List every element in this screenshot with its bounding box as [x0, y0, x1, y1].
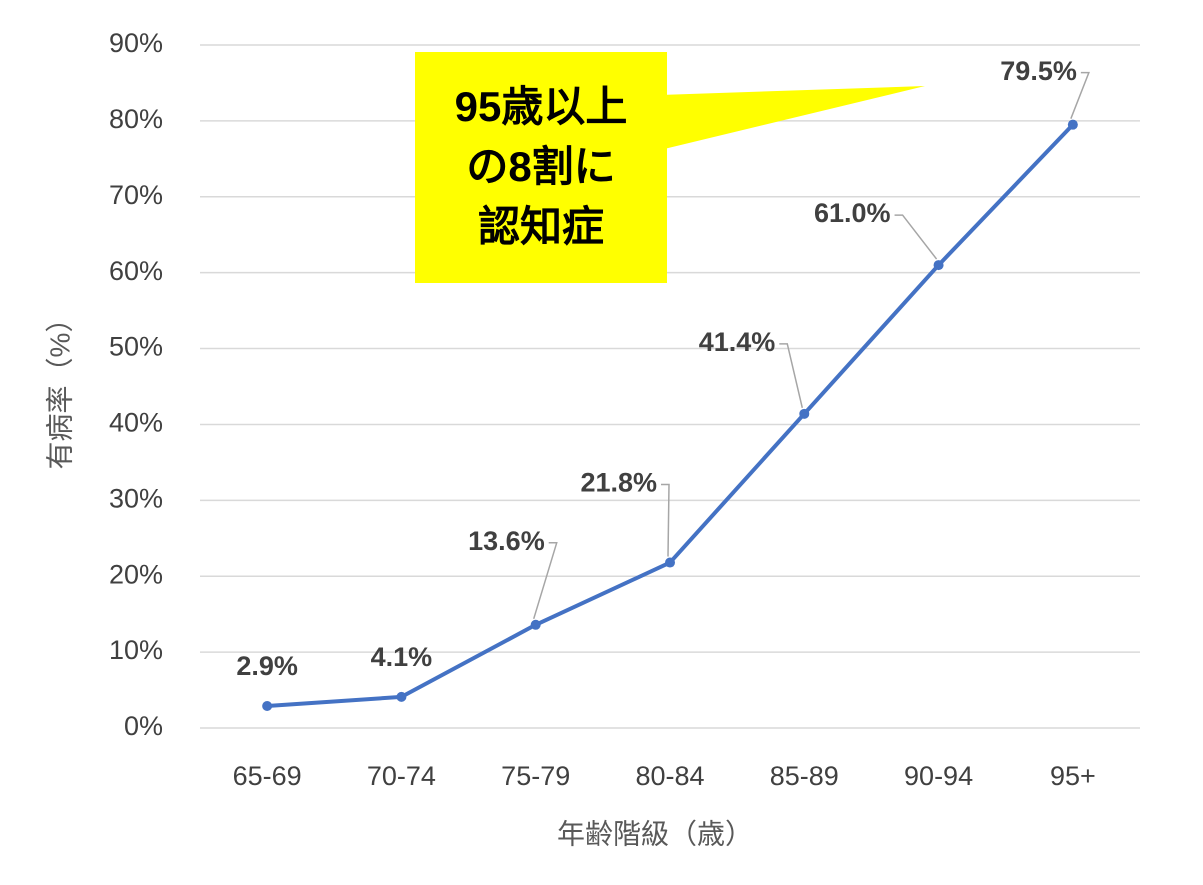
- leader-line: [894, 214, 938, 260]
- callout-line: の8割に: [466, 143, 615, 190]
- callout-box: [415, 52, 667, 283]
- point: [933, 260, 944, 271]
- data-label: 79.5%: [1000, 56, 1077, 86]
- data-label: 4.1%: [371, 642, 433, 672]
- data-label: 13.6%: [468, 526, 545, 556]
- leader-line: [661, 483, 670, 557]
- y-tick-label: 30%: [109, 483, 163, 513]
- data-label: 2.9%: [236, 651, 298, 681]
- callout-pointer: [660, 86, 925, 150]
- y-tick-label: 10%: [109, 635, 163, 665]
- y-axis-title: 有病率（%）: [44, 305, 75, 470]
- point: [262, 700, 273, 711]
- x-axis-title: 年齢階級（歳）: [557, 818, 753, 849]
- x-tick-label: 80-84: [635, 761, 704, 791]
- leader-line: [779, 343, 804, 408]
- y-tick-label: 0%: [124, 711, 163, 741]
- point: [799, 408, 810, 419]
- y-tick-label: 20%: [109, 559, 163, 589]
- y-tick-label: 80%: [109, 104, 163, 134]
- data-label: 61.0%: [814, 198, 891, 228]
- leader-line: [1070, 71, 1090, 119]
- x-tick-label: 75-79: [501, 761, 570, 791]
- y-tick-label: 70%: [109, 180, 163, 210]
- y-tick-label: 40%: [109, 408, 163, 438]
- callout-line: 認知症: [478, 203, 604, 250]
- point: [665, 557, 675, 568]
- y-tick-label: 60%: [109, 256, 163, 286]
- y-tick-label: 90%: [109, 28, 163, 58]
- y-tick-label: 50%: [109, 332, 163, 362]
- leader-line: [532, 542, 558, 620]
- point: [530, 619, 541, 630]
- point: [1067, 119, 1078, 130]
- series-line: [267, 123, 1075, 708]
- x-tick-label: 90-94: [904, 761, 973, 791]
- x-tick-label: 85-89: [770, 761, 839, 791]
- x-tick-label: 65-69: [233, 761, 302, 791]
- callout-line: 95歳以上: [455, 83, 628, 130]
- data-label: 41.4%: [699, 327, 776, 357]
- x-tick-label: 95+: [1050, 761, 1096, 791]
- point: [396, 691, 407, 702]
- data-label: 21.8%: [580, 468, 657, 498]
- x-tick-label: 70-74: [367, 761, 436, 791]
